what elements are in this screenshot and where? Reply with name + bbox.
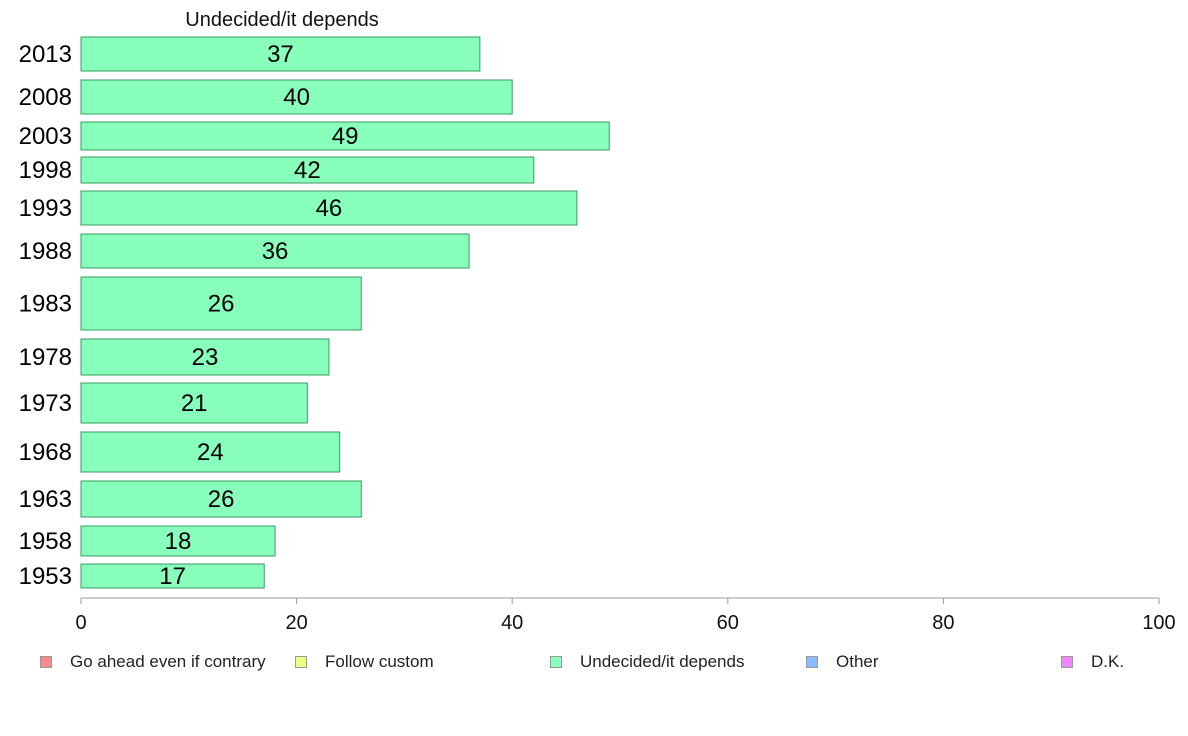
bar: [80, 36, 481, 72]
category-label: 1993: [19, 195, 72, 222]
legend-label: Follow custom: [325, 652, 434, 671]
category-label: 1968: [19, 439, 72, 466]
x-tick-label: 80: [932, 612, 954, 634]
category-label: 1978: [19, 344, 72, 371]
legend-item: Go ahead even if contrary: [40, 652, 266, 672]
bar: [80, 156, 535, 184]
bar: [80, 525, 276, 557]
bars-group: 37 2013 40 2008 49 2003 42 1998 46 1993 36 1988 26 19…: [19, 36, 610, 590]
legend-item: Other: [806, 652, 879, 672]
data-label: 26: [208, 291, 235, 318]
bar: [80, 563, 265, 589]
bar: [80, 338, 330, 376]
data-label: 37: [267, 41, 294, 68]
category-label: 1988: [19, 238, 72, 265]
data-label: 24: [197, 439, 224, 466]
data-label: 46: [316, 195, 343, 222]
category-label: 1958: [19, 528, 72, 555]
x-tick-label: 60: [717, 612, 739, 634]
category-label: 2003: [19, 123, 72, 150]
data-label: 36: [262, 238, 289, 265]
data-label: 40: [283, 84, 310, 111]
data-label: 26: [208, 486, 235, 513]
data-label: 49: [332, 123, 359, 150]
category-label: 1953: [19, 563, 72, 590]
legend-swatch: [1061, 656, 1073, 668]
x-axis: 0 20 40 60 80 100: [75, 597, 1176, 634]
data-label: 18: [165, 528, 192, 555]
legend-swatch: [295, 656, 307, 668]
legend-label: Other: [836, 652, 879, 671]
legend-label: Undecided/it depends: [580, 652, 745, 671]
bar: [80, 233, 470, 269]
category-label: 1973: [19, 390, 72, 417]
legend-item: Undecided/it depends: [550, 652, 744, 672]
category-label: 2013: [19, 41, 72, 68]
bar: [80, 276, 362, 331]
chart-title: Undecided/it depends: [185, 9, 378, 31]
legend-item: D.K.: [1061, 652, 1124, 672]
bar: [80, 79, 513, 115]
legend-swatch: [806, 656, 818, 668]
category-label: 1983: [19, 291, 72, 318]
x-tick-label: 20: [285, 612, 307, 634]
x-tick-label: 40: [501, 612, 523, 634]
data-label: 23: [192, 344, 219, 371]
data-label: 42: [294, 157, 321, 184]
bar: [80, 190, 578, 226]
legend: Go ahead even if contrary Follow custom …: [0, 652, 1188, 676]
bar: [80, 121, 610, 151]
category-label: 1963: [19, 486, 72, 513]
data-label: 17: [159, 563, 186, 590]
data-label: 21: [181, 390, 208, 417]
category-label: 2008: [19, 84, 72, 111]
bar: [80, 480, 362, 518]
legend-swatch: [550, 656, 562, 668]
legend-label: Go ahead even if contrary: [70, 652, 266, 671]
legend-label: D.K.: [1091, 652, 1125, 671]
bar: [80, 382, 308, 424]
category-label: 1998: [19, 157, 72, 184]
bar: [80, 431, 341, 473]
legend-item: Follow custom: [295, 652, 434, 672]
legend-swatch: [40, 656, 52, 668]
x-tick-label: 0: [75, 612, 86, 634]
x-tick-label: 100: [1142, 612, 1175, 634]
